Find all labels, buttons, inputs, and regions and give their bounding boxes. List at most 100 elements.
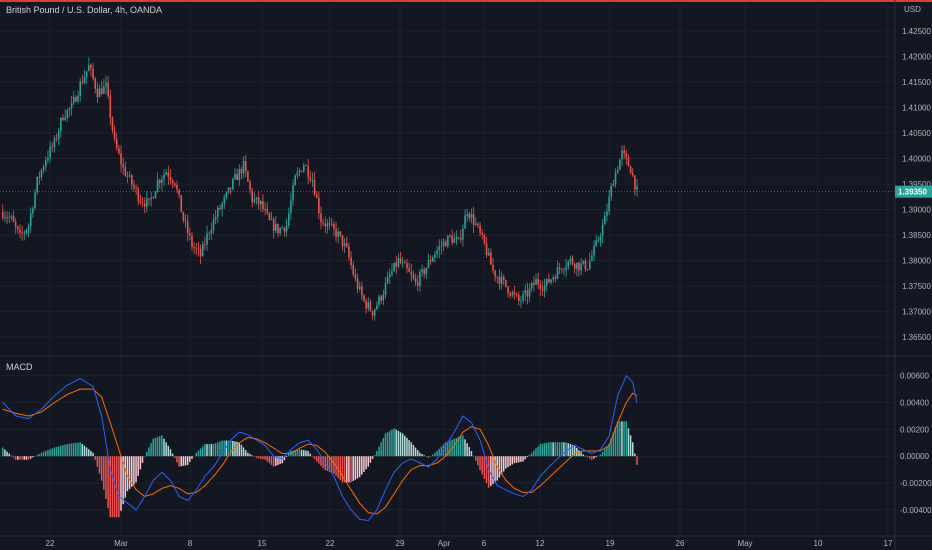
macd-histogram-bar <box>515 456 518 463</box>
candle <box>485 236 488 258</box>
candle <box>369 299 372 312</box>
last-price-tag[interactable] <box>895 185 932 198</box>
candle <box>530 281 533 293</box>
macd-histogram-bar <box>509 456 511 466</box>
candle <box>490 248 492 265</box>
time-axis-tick: 19 <box>606 539 615 548</box>
macd-histogram-bar <box>483 456 486 479</box>
macd-histogram-bar <box>38 453 41 457</box>
macd-histogram-bar <box>55 446 58 457</box>
candle <box>537 272 539 290</box>
candle <box>541 281 544 296</box>
candle <box>255 196 258 205</box>
candle <box>25 228 28 236</box>
price-axis-tick: 1.41500 <box>902 78 931 87</box>
macd-histogram-bar <box>156 437 159 457</box>
price-axis-tick: 1.37000 <box>902 308 931 317</box>
candle <box>128 171 131 178</box>
macd-signal-line <box>2 388 638 515</box>
candle <box>412 270 415 281</box>
macd-histogram-bar <box>208 444 210 457</box>
candle <box>242 156 245 179</box>
macd-histogram-bar <box>434 452 436 457</box>
macd-histogram-bar <box>247 452 249 457</box>
macd-histogram-bar <box>53 447 56 457</box>
candle <box>440 238 443 255</box>
macd-histogram-bar <box>565 442 567 457</box>
macd-histogram-bar <box>604 449 606 457</box>
macd-histogram-bar <box>582 454 584 457</box>
macd-histogram-bar <box>109 456 111 518</box>
candle <box>66 108 69 122</box>
candle <box>257 190 260 210</box>
macd-histogram-bar <box>90 450 92 457</box>
macd-histogram-bar <box>27 456 30 460</box>
candle <box>416 275 419 292</box>
candle <box>109 89 112 126</box>
grid <box>0 4 895 536</box>
price-axis-tick: 1.42500 <box>902 27 931 36</box>
macd-histogram-bar <box>563 442 565 457</box>
candle <box>487 248 490 257</box>
price-axis-tick: 1.39500 <box>902 180 931 189</box>
macd-histogram-bar <box>447 441 449 457</box>
candle <box>244 155 247 178</box>
candle <box>543 278 546 298</box>
candle <box>85 71 88 85</box>
macd-pane[interactable] <box>2 374 638 522</box>
macd-histogram-bar <box>10 455 13 457</box>
macd-indicator-title[interactable]: MACD <box>6 362 33 372</box>
time-axis-tick: Apr <box>438 539 451 548</box>
candle <box>133 180 135 192</box>
candle <box>68 107 71 118</box>
macd-histogram-bar <box>49 449 51 457</box>
macd-histogram-bar <box>406 437 408 457</box>
macd-histogram-bar <box>378 446 380 457</box>
candle <box>601 218 604 244</box>
candle <box>453 232 456 244</box>
candle <box>221 201 223 217</box>
candle <box>522 290 524 304</box>
macd-axis-tick: -0.00400 <box>900 506 932 515</box>
macd-histogram-bar <box>627 428 630 457</box>
macd-histogram-bar <box>210 444 213 457</box>
macd-histogram-bar <box>131 456 133 487</box>
macd-histogram-bar <box>472 455 475 457</box>
macd-histogram-bar <box>281 456 283 464</box>
time-axis-tick: 12 <box>536 539 545 548</box>
candle <box>98 84 101 98</box>
macd-histogram-bar <box>636 456 638 465</box>
macd-histogram-bar <box>511 456 514 465</box>
macd-histogram-bar <box>315 456 318 462</box>
macd-histogram-bar <box>326 456 329 472</box>
macd-histogram-bar <box>610 438 612 457</box>
macd-histogram-bar <box>32 456 34 458</box>
macd-histogram-bar <box>339 456 342 481</box>
macd-histogram-bar <box>513 456 516 464</box>
macd-histogram-bar <box>72 443 75 457</box>
price-axis-tick: 1.36500 <box>902 333 931 342</box>
candle <box>275 216 277 234</box>
macd-histogram-bar <box>365 456 367 470</box>
candle <box>10 214 13 221</box>
symbol-title[interactable]: British Pound / U.S. Dollar, 4h, OANDA <box>6 5 163 15</box>
macd-histogram-bar <box>341 456 344 483</box>
candle <box>272 217 275 239</box>
macd-histogram-bar <box>186 456 189 465</box>
candle <box>569 256 572 265</box>
macd-histogram-bar <box>176 456 178 463</box>
macd-histogram-bar <box>571 444 574 457</box>
candle <box>178 188 180 199</box>
price-pane[interactable] <box>0 57 895 321</box>
macd-histogram-bar <box>227 440 230 457</box>
candle <box>36 176 38 196</box>
candle <box>309 170 312 183</box>
candle <box>339 231 342 238</box>
macd-histogram-bar <box>236 441 238 457</box>
time-axis-tick: 6 <box>482 539 487 548</box>
candle <box>83 69 86 84</box>
candle <box>621 145 623 167</box>
candle <box>455 230 458 246</box>
macd-histogram-bar <box>240 444 243 457</box>
